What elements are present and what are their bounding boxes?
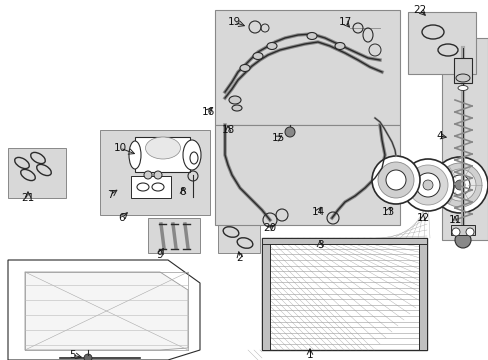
- Bar: [148, 218, 200, 253]
- Circle shape: [422, 180, 432, 190]
- Circle shape: [401, 159, 453, 211]
- Text: 3: 3: [316, 240, 323, 250]
- Ellipse shape: [334, 42, 345, 49]
- Text: 6: 6: [119, 213, 125, 223]
- Circle shape: [437, 163, 481, 207]
- Bar: [441, 38, 487, 240]
- Polygon shape: [8, 260, 200, 360]
- Circle shape: [443, 169, 475, 201]
- Circle shape: [371, 156, 419, 204]
- Text: 17: 17: [338, 17, 351, 27]
- Circle shape: [377, 162, 413, 198]
- Bar: [218, 218, 260, 253]
- Circle shape: [285, 127, 294, 137]
- Circle shape: [415, 173, 439, 197]
- Ellipse shape: [457, 85, 467, 90]
- Ellipse shape: [306, 32, 316, 40]
- Circle shape: [143, 171, 152, 179]
- Text: 4: 4: [436, 131, 443, 141]
- Text: 1: 1: [306, 350, 313, 360]
- Circle shape: [154, 171, 162, 179]
- Ellipse shape: [231, 105, 242, 111]
- Ellipse shape: [145, 137, 180, 159]
- Bar: [450, 225, 474, 235]
- Text: 10: 10: [113, 143, 126, 153]
- Text: 2: 2: [236, 253, 243, 263]
- Text: 5: 5: [68, 350, 75, 360]
- Circle shape: [407, 165, 447, 205]
- Text: 21: 21: [21, 193, 35, 203]
- Ellipse shape: [183, 140, 201, 170]
- Circle shape: [454, 180, 464, 190]
- Text: 12: 12: [415, 213, 429, 223]
- Bar: [100, 130, 209, 215]
- Circle shape: [431, 157, 487, 213]
- Text: 15: 15: [271, 133, 284, 143]
- Bar: [453, 58, 471, 83]
- Bar: [215, 10, 399, 125]
- Text: 19: 19: [227, 17, 240, 27]
- Bar: [407, 12, 475, 74]
- Ellipse shape: [129, 141, 141, 169]
- Bar: [262, 238, 426, 244]
- Text: 22: 22: [412, 5, 426, 15]
- Text: 18: 18: [221, 125, 234, 135]
- Polygon shape: [25, 272, 187, 350]
- Text: 7: 7: [106, 190, 113, 200]
- Bar: [418, 238, 426, 350]
- Bar: [8, 148, 66, 198]
- Text: 14: 14: [311, 207, 324, 217]
- Circle shape: [465, 228, 473, 236]
- Circle shape: [84, 354, 92, 360]
- Ellipse shape: [240, 64, 249, 72]
- Text: 20: 20: [263, 223, 276, 233]
- Ellipse shape: [455, 74, 469, 82]
- Ellipse shape: [266, 42, 276, 49]
- Circle shape: [385, 170, 405, 190]
- Ellipse shape: [252, 53, 263, 59]
- Text: 8: 8: [179, 187, 186, 197]
- Text: 9: 9: [156, 250, 163, 260]
- Bar: [135, 137, 190, 172]
- Ellipse shape: [228, 96, 241, 104]
- Bar: [262, 238, 269, 350]
- Text: 13: 13: [381, 207, 394, 217]
- Text: 16: 16: [201, 107, 214, 117]
- Bar: [262, 238, 426, 350]
- Bar: [215, 125, 399, 225]
- Bar: [131, 176, 171, 198]
- Circle shape: [451, 228, 459, 236]
- Text: 11: 11: [447, 215, 461, 225]
- Circle shape: [454, 232, 470, 248]
- Circle shape: [449, 175, 469, 195]
